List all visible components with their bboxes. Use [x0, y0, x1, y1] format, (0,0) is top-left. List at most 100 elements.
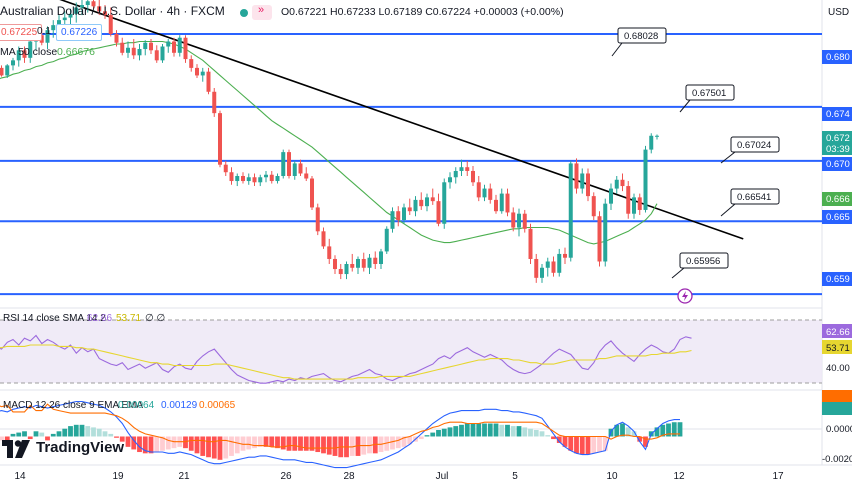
- market-status-icon[interactable]: »: [252, 4, 272, 20]
- rsi-legend-sma: 53.71: [116, 313, 142, 324]
- macd-histogram-bar: [493, 423, 499, 437]
- candle: [528, 223, 533, 264]
- callout-pointer: [671, 267, 685, 279]
- price-callout[interactable]: 0.67024: [720, 136, 780, 164]
- candle-body: [649, 135, 654, 150]
- candle-body: [22, 50, 27, 58]
- macd-histogram-bar: [499, 424, 505, 437]
- candle: [448, 172, 452, 189]
- candle: [258, 174, 263, 187]
- price-callout[interactable]: 0.65956: [671, 252, 729, 279]
- candle: [149, 38, 153, 55]
- candle: [511, 207, 516, 232]
- candle: [350, 253, 355, 272]
- candle-body: [476, 182, 481, 198]
- callout-box: [679, 252, 729, 269]
- macd-histogram-bar: [280, 436, 286, 450]
- buy-button[interactable]: 0.67226: [56, 24, 103, 41]
- macd-histogram-bar: [39, 432, 45, 437]
- candle-body: [413, 199, 418, 212]
- candle-body: [0, 67, 4, 76]
- ma-legend-value: 0.66676: [57, 46, 95, 58]
- signal-line: [0, 403, 680, 449]
- macd-histogram-bar: [464, 423, 470, 437]
- macd-histogram-bar: [556, 436, 562, 443]
- x-axis-tick-label: 12: [673, 471, 685, 482]
- macd-histogram-bar: [591, 436, 597, 454]
- candle: [453, 167, 458, 184]
- callout-pointer: [720, 151, 736, 164]
- macd-histogram-bar: [292, 436, 298, 451]
- candle-body: [373, 257, 378, 264]
- price-scale-tag: [822, 210, 852, 224]
- candle-body: [540, 267, 544, 278]
- candle-body: [350, 264, 355, 268]
- macd-histogram-bar: [407, 436, 413, 445]
- macd-histogram-bar: [223, 436, 229, 459]
- lightning-icon[interactable]: [677, 288, 693, 304]
- price-scale-label: 0.670: [822, 157, 852, 171]
- price-callout[interactable]: 0.68028: [611, 27, 667, 57]
- candle: [11, 57, 15, 71]
- candle-body: [367, 257, 372, 268]
- candle: [212, 88, 217, 117]
- macd-histogram-bar: [505, 424, 510, 437]
- candle-body: [459, 167, 464, 171]
- x-axis-tick-label: 21: [178, 471, 190, 482]
- macd-scale-tag-signal: [822, 390, 852, 402]
- candle-body: [269, 174, 274, 182]
- trendline[interactable]: [0, 0, 744, 240]
- candle-body: [131, 47, 136, 56]
- candle: [396, 206, 401, 227]
- candle: [367, 253, 372, 275]
- macd-histogram-bar: [631, 431, 637, 437]
- candle-body: [597, 216, 602, 262]
- macd-histogram-bar: [459, 424, 464, 437]
- price-callout[interactable]: 0.66541: [720, 188, 780, 217]
- candle: [597, 211, 602, 267]
- candle-body: [68, 13, 73, 18]
- candle-body: [384, 228, 389, 252]
- candle: [269, 170, 274, 184]
- candle-body: [223, 164, 228, 173]
- candle: [488, 183, 493, 204]
- candle-body: [465, 167, 470, 171]
- macd-histogram-bar: [171, 436, 177, 449]
- macd-histogram-bar: [355, 436, 361, 456]
- candle-body: [85, 1, 90, 6]
- candle: [218, 110, 222, 168]
- macd-histogram-bar: [620, 423, 625, 437]
- macd-histogram-bar: [16, 432, 22, 437]
- callout-box: [685, 84, 735, 101]
- candle-body: [143, 42, 148, 50]
- rsi-legend-status: ∅ ∅: [145, 313, 166, 324]
- price-callout[interactable]: 0.67501: [679, 84, 735, 113]
- candle-body: [154, 50, 159, 61]
- macd-histogram-bar: [119, 436, 125, 442]
- candle: [563, 247, 567, 264]
- macd-histogram-bar: [545, 435, 551, 437]
- macd-histogram-bar: [625, 427, 631, 437]
- macd-histogram-bar: [131, 436, 137, 450]
- sell-button[interactable]: 0.67225: [0, 24, 43, 41]
- macd-histogram-bar: [0, 436, 4, 441]
- rsi-legend-label: RSI 14 close SMA 14 2: [3, 313, 106, 324]
- candle: [413, 196, 418, 217]
- candle: [494, 194, 498, 214]
- macd-histogram-bar: [384, 436, 390, 451]
- macd-histogram-bar: [303, 436, 309, 451]
- candle-body: [45, 30, 50, 43]
- price-scale-label: 0.680: [822, 50, 852, 64]
- macd-histogram-bar: [326, 436, 332, 455]
- macd-histogram-bar: [447, 427, 453, 437]
- candle: [476, 176, 481, 202]
- macd-histogram-bar: [50, 433, 56, 437]
- ohlc-readout: O0.67221 H0.67233 L0.67189 C0.67224 +0.0…: [281, 6, 564, 18]
- macd-histogram-bar: [102, 431, 108, 437]
- candle: [522, 209, 527, 233]
- candle: [103, 5, 107, 19]
- candle-body: [551, 261, 556, 273]
- macd-histogram-bar: [91, 427, 96, 437]
- macd-line: [0, 400, 680, 469]
